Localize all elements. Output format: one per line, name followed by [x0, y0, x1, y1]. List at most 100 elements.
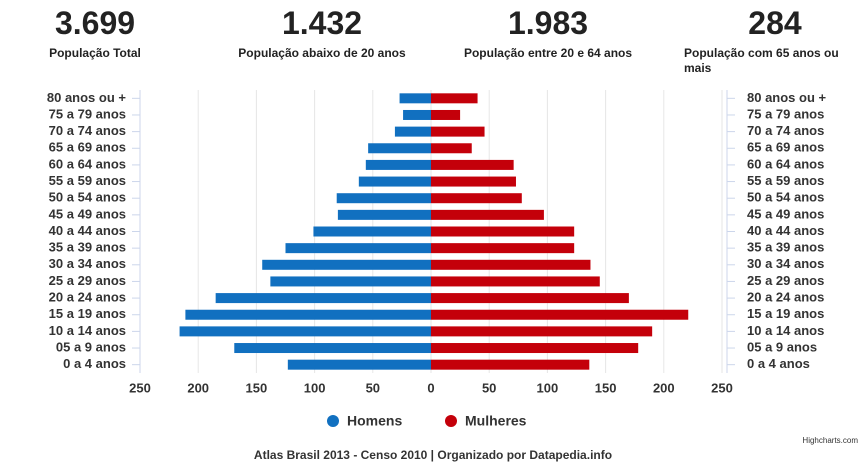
- bar: [234, 343, 431, 354]
- credits: Highcharts.com: [802, 436, 858, 445]
- x-tick-label: 250: [711, 380, 733, 395]
- bar: [431, 109, 461, 120]
- y-tick-label: 40 a 44 anos: [747, 223, 824, 238]
- stat-value: 3.699: [54, 5, 136, 41]
- y-tick-label: 0 a 4 anos: [747, 356, 810, 371]
- y-tick-label: 10 a 14 anos: [747, 323, 824, 338]
- y-tick-label: 50 a 54 anos: [49, 190, 126, 205]
- bar: [431, 293, 629, 304]
- bar: [365, 159, 431, 170]
- bar: [431, 359, 590, 370]
- y-tick-label: 55 a 59 anos: [49, 173, 126, 188]
- y-tick-label: 05 a 9 anos: [56, 339, 126, 354]
- y-tick-label: 20 a 24 anos: [747, 290, 824, 305]
- bar: [431, 126, 485, 137]
- y-tick-label: 50 a 54 anos: [747, 190, 824, 205]
- y-tick-label: 35 a 39 anos: [747, 240, 824, 255]
- x-tick-label: 50: [482, 380, 496, 395]
- y-tick-label: 25 a 29 anos: [747, 273, 824, 288]
- bar: [337, 209, 431, 220]
- y-tick-label: 10 a 14 anos: [49, 323, 126, 338]
- x-tick-label: 150: [246, 380, 268, 395]
- stat-label: População abaixo de 20 anos: [238, 46, 406, 60]
- x-tick-label: 100: [537, 380, 559, 395]
- bar: [313, 226, 431, 237]
- y-tick-label: 60 a 64 anos: [49, 156, 126, 171]
- y-tick-label: 35 a 39 anos: [49, 240, 126, 255]
- y-tick-label: 70 a 74 anos: [49, 123, 126, 138]
- x-tick-label: 250: [129, 380, 151, 395]
- stat-value: 1.432: [281, 5, 363, 41]
- y-tick-label: 75 a 79 anos: [49, 106, 126, 121]
- bar: [399, 93, 431, 104]
- bar: [431, 259, 591, 270]
- x-tick-label: 100: [304, 380, 326, 395]
- y-tick-label: 80 anos ou +: [747, 90, 827, 105]
- legend-marker: [445, 415, 457, 427]
- y-tick-label: 45 a 49 anos: [49, 206, 126, 221]
- bar: [368, 143, 431, 154]
- bar: [431, 209, 544, 220]
- y-tick-label: 30 a 34 anos: [747, 256, 824, 271]
- y-tick-label: 20 a 24 anos: [49, 290, 126, 305]
- y-tick-label: 30 a 34 anos: [49, 256, 126, 271]
- bar: [262, 259, 431, 270]
- stats: 3.699 População Total 1.432 População abaix…: [0, 0, 865, 80]
- y-tick-label: 70 a 74 anos: [747, 123, 824, 138]
- bar: [336, 193, 431, 204]
- bar: [179, 326, 431, 337]
- bar: [431, 243, 575, 254]
- y-tick-label: 75 a 79 anos: [747, 106, 824, 121]
- x-tick-label: 0: [427, 380, 434, 395]
- stat: 1.983 População entre 20 e 64 anos: [448, 4, 648, 62]
- x-tick-label: 50: [366, 380, 380, 395]
- y-tick-label: 55 a 59 anos: [747, 173, 824, 188]
- bar: [431, 226, 575, 237]
- y-tick-label: 25 a 29 anos: [49, 273, 126, 288]
- stat-value: 284: [748, 5, 802, 41]
- bar: [403, 109, 431, 120]
- stat: 284 População com 65 anos ou mais: [675, 4, 865, 77]
- stat-label: População entre 20 e 64 anos: [463, 46, 633, 60]
- y-tick-label: 40 a 44 anos: [49, 223, 126, 238]
- stat-label: População com 65 anos ou mais: [684, 46, 839, 75]
- bar: [431, 343, 639, 354]
- stat-value: 1.983: [507, 5, 589, 41]
- bar: [431, 176, 516, 187]
- x-tick-label: 200: [187, 380, 209, 395]
- y-tick-label: 15 a 19 anos: [49, 306, 126, 321]
- bar: [270, 276, 431, 287]
- bar: [394, 126, 431, 137]
- bar: [431, 326, 653, 337]
- bar: [431, 143, 472, 154]
- stat-label: População Total: [49, 46, 141, 60]
- y-tick-label: 15 a 19 anos: [747, 306, 824, 321]
- caption: Atlas Brasil 2013 - Censo 2010 | Organiz…: [254, 448, 612, 462]
- bar: [431, 193, 522, 204]
- stat: 3.699 População Total: [0, 4, 195, 62]
- y-tick-label: 65 a 69 anos: [747, 140, 824, 155]
- bar: [215, 293, 431, 304]
- bar: [287, 359, 431, 370]
- x-tick-label: 150: [595, 380, 617, 395]
- y-tick-label: 60 a 64 anos: [747, 156, 824, 171]
- bar: [358, 176, 431, 187]
- legend-label: Homens: [347, 413, 402, 429]
- bar: [431, 93, 478, 104]
- bar: [185, 309, 431, 320]
- bar: [285, 243, 431, 254]
- bar: [431, 159, 514, 170]
- y-tick-label: 05 a 9 anos: [747, 339, 817, 354]
- bar: [431, 309, 689, 320]
- y-tick-label: 80 anos ou +: [47, 90, 127, 105]
- y-tick-label: 45 a 49 anos: [747, 206, 824, 221]
- x-tick-label: 200: [653, 380, 675, 395]
- stat: 1.432 População abaixo de 20 anos: [222, 4, 422, 62]
- legend-label: Mulheres: [465, 413, 527, 429]
- bar: [431, 276, 600, 287]
- legend-marker: [327, 415, 339, 427]
- y-tick-label: 0 a 4 anos: [63, 356, 126, 371]
- y-tick-label: 65 a 69 anos: [49, 140, 126, 155]
